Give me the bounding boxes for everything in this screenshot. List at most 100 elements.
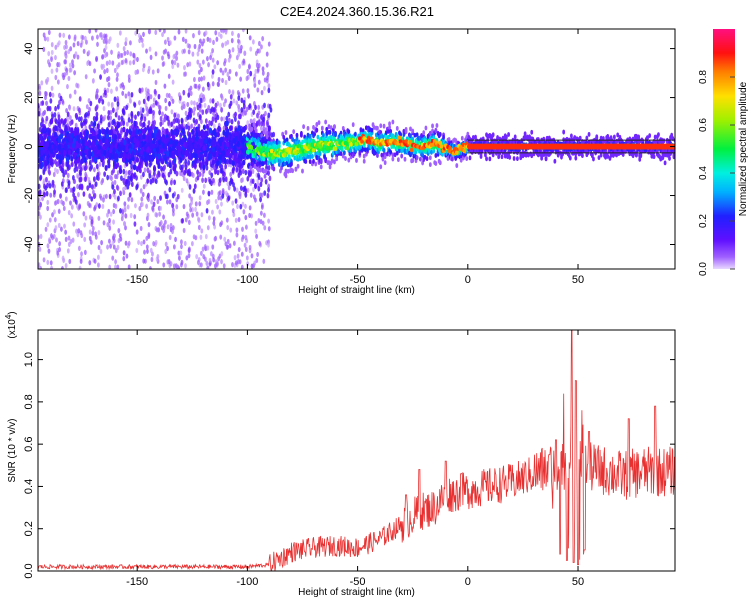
spectrogram-cell xyxy=(438,132,442,137)
spectrogram-cell xyxy=(247,93,251,99)
spectrogram-cell xyxy=(97,262,100,268)
spectrogram-cell xyxy=(204,130,208,137)
spectrogram-cell xyxy=(38,90,42,96)
spectrogram-cell xyxy=(51,212,54,218)
spectrogram-cell xyxy=(157,93,161,100)
spectrogram-cell xyxy=(196,104,200,111)
spectrogram-cell xyxy=(157,139,162,146)
spectrogram-cell xyxy=(150,199,153,205)
spectrogram-cell xyxy=(138,100,141,106)
spectrogram-cell xyxy=(263,85,266,91)
spectrogram-cell xyxy=(67,210,71,216)
spectrogram-cell xyxy=(70,161,74,168)
spectrogram-cell xyxy=(257,79,261,85)
spectrogram-cell xyxy=(98,32,102,38)
spectrogram-cell xyxy=(102,197,105,203)
spectrogram-cell xyxy=(62,32,66,38)
spectrogram-cell xyxy=(99,248,103,255)
spectrogram-cell xyxy=(259,167,263,173)
spectrogram-cell xyxy=(333,159,336,165)
spectrogram-cell xyxy=(147,232,151,238)
spectrogram-cell xyxy=(109,211,113,217)
spectrogram-cell xyxy=(163,116,167,123)
spectrogram-cell xyxy=(382,148,386,153)
spectrogram-cell xyxy=(218,209,222,215)
spectrogram-cell xyxy=(56,79,60,85)
spectrogram-cell xyxy=(85,104,89,110)
spectrogram-cell xyxy=(233,144,237,151)
spectrogram-cell xyxy=(212,139,216,146)
spectrogram-cell xyxy=(53,131,58,138)
spectrogram-cell xyxy=(207,190,211,197)
spectrogram-cell xyxy=(175,117,179,124)
spectrogram-cell xyxy=(261,161,265,167)
spectrogram-cell xyxy=(57,62,61,68)
spectrogram-cell xyxy=(237,33,240,39)
spectrogram-cell xyxy=(435,123,439,128)
spectrogram-cell xyxy=(222,101,226,108)
spectrogram-cell xyxy=(267,218,271,224)
spectrogram-cell xyxy=(231,208,235,214)
spectrogram-cell xyxy=(73,70,77,76)
spectrogram-cell xyxy=(182,227,186,234)
spectrogram-cell xyxy=(54,159,57,165)
spectrogram-cell xyxy=(229,227,233,233)
spectrogram-cell xyxy=(147,68,151,75)
spectrogram-cell xyxy=(267,242,270,248)
spectrogram-cell xyxy=(140,196,144,202)
spectrogram-cell xyxy=(169,151,173,158)
spectrogram-cell xyxy=(438,160,442,166)
spectrogram-cell xyxy=(67,34,71,40)
spectrogram-cell xyxy=(68,62,72,68)
spectrogram-cell xyxy=(219,234,223,240)
spectrogram-cell xyxy=(67,235,71,241)
spectrogram-cell xyxy=(83,35,87,41)
spectrogram-cell xyxy=(223,236,227,242)
spectrogram-cell xyxy=(171,134,175,141)
spectrogram-cell xyxy=(193,43,197,50)
spectrogram-cell xyxy=(227,57,231,63)
spectrogram-cell xyxy=(411,128,415,134)
spectrogram-cell xyxy=(123,50,127,56)
spectrogram-cell xyxy=(64,263,68,269)
spectrogram-cell xyxy=(40,149,44,156)
spectrogram-cell xyxy=(292,129,296,135)
spectrogram-cell xyxy=(79,42,83,48)
spectrogram-cell xyxy=(76,134,80,141)
spectrogram-cell xyxy=(142,258,146,264)
spectrogram-cell xyxy=(184,158,188,165)
spectrogram-cell xyxy=(488,156,492,162)
spectrogram-cell xyxy=(237,107,241,113)
spectrogram-cell xyxy=(191,172,195,178)
spectrogram-cell xyxy=(39,155,44,162)
spectrogram-cell xyxy=(267,187,270,193)
spectrogram-cell xyxy=(324,119,328,125)
spectrogram-cell xyxy=(60,181,64,187)
spectrogram-cell xyxy=(187,49,191,55)
spectrogram-cell xyxy=(134,114,137,120)
spectrogram-cell xyxy=(170,109,174,115)
spectrogram-cell xyxy=(195,211,199,217)
spectrogram-cell xyxy=(291,168,294,174)
spectrogram-cell xyxy=(133,221,137,227)
spectrogram-cell xyxy=(516,156,519,161)
spectrogram-cell xyxy=(134,203,137,209)
spectrogram-cell xyxy=(114,125,118,132)
spectrogram-cell xyxy=(115,76,119,82)
spectrogram-cell xyxy=(95,202,99,208)
spectrogram-cell xyxy=(146,178,150,184)
spectrogram-cell xyxy=(107,101,111,107)
spectrogram-cell xyxy=(134,69,138,76)
spectrogram-cell xyxy=(113,188,116,195)
spectrogram-cell xyxy=(65,70,69,76)
spectrogram-cell xyxy=(252,117,256,124)
spectrogram-cell xyxy=(260,192,264,198)
spectrogram-cell xyxy=(106,87,110,93)
spectrogram-cell xyxy=(196,126,200,133)
spectrogram-cell xyxy=(182,89,186,96)
spectrogram-cell xyxy=(100,179,104,186)
spectrogram-cell xyxy=(220,259,223,265)
spectrogram-cell xyxy=(123,205,127,211)
spectrogram-cell xyxy=(256,87,260,93)
spectrogram-cell xyxy=(190,123,194,129)
